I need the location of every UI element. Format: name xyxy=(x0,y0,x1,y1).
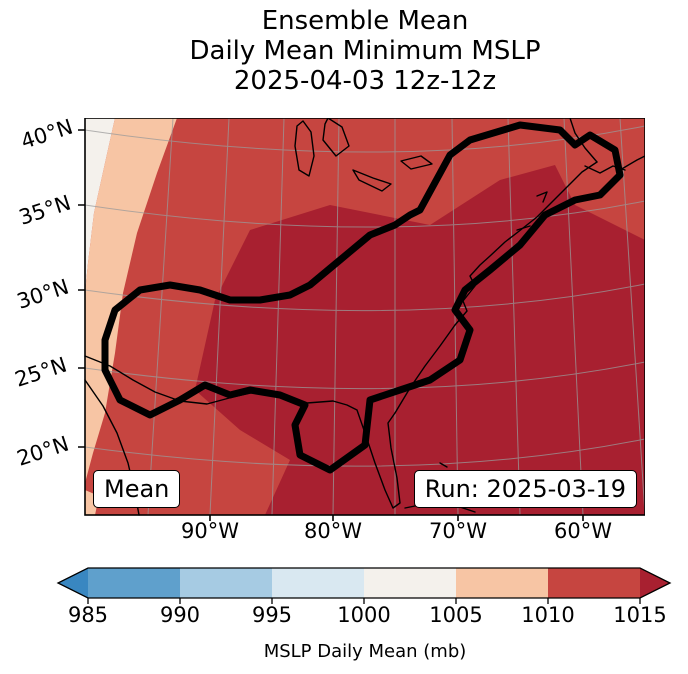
xtick-70w: 70°W xyxy=(429,519,487,543)
meridian-85w xyxy=(271,118,285,516)
parallel-40n xyxy=(84,125,645,153)
ytick-40n: 40°N xyxy=(17,114,76,154)
graticule xyxy=(84,118,645,516)
cape-cod xyxy=(536,191,548,203)
lake-ontario xyxy=(400,155,433,170)
xtick-80w: 80°W xyxy=(304,519,362,543)
ridge-contour xyxy=(101,121,624,474)
cbtick-985: 985 xyxy=(67,603,109,627)
title-line-1: Ensemble Mean xyxy=(261,6,469,36)
parallel-30n xyxy=(84,283,645,312)
cbtick-1015: 1015 xyxy=(613,603,667,627)
ytick-30n: 30°N xyxy=(13,274,72,314)
colorbar-seg-1005-1010 xyxy=(456,568,548,598)
ytick-35n: 35°N xyxy=(15,190,74,230)
colorbar-seg-985-990 xyxy=(88,568,180,598)
field-1005-1010 xyxy=(85,118,177,483)
meridian-55w xyxy=(619,118,645,516)
cbtick-1010: 1010 xyxy=(521,603,575,627)
meridian-95w xyxy=(147,118,174,516)
field-1000-1005 xyxy=(85,118,115,293)
lake-huron xyxy=(322,118,350,157)
lake-erie xyxy=(352,169,392,192)
y-ticks xyxy=(78,129,85,448)
parallel-35n xyxy=(84,200,645,228)
ytick-25n: 25°N xyxy=(11,352,70,392)
parallel-20n xyxy=(84,438,645,467)
axis-ticks xyxy=(78,129,584,521)
cbtick-990: 990 xyxy=(159,603,201,627)
xtick-60w: 60°W xyxy=(554,519,612,543)
cbtick-995: 995 xyxy=(251,603,293,627)
colorbar-ticks xyxy=(87,598,641,604)
colorbar-label: MSLP Daily Mean (mb) xyxy=(263,641,467,662)
colorbar-seg-995-1000 xyxy=(272,568,364,598)
cbtick-1000: 1000 xyxy=(337,603,391,627)
parallel-25n xyxy=(84,361,645,390)
coast-northeast xyxy=(619,155,645,171)
colorbar xyxy=(56,567,672,604)
meridian-80w xyxy=(332,118,340,516)
colorbar-over-arrow xyxy=(640,568,670,598)
colorbar-seg-1000-1005 xyxy=(364,568,456,598)
run-date-box: Run: 2025-03-19 xyxy=(413,470,637,508)
colorbar-under-arrow xyxy=(58,568,88,598)
meridian-70w xyxy=(451,118,459,516)
cbtick-1005: 1005 xyxy=(429,603,483,627)
meridian-60w xyxy=(563,118,584,516)
title-line-3: 2025-04-03 12z-12z xyxy=(233,66,497,96)
meridian-90w xyxy=(209,118,230,516)
field-over-1015 xyxy=(195,165,645,515)
title-line-2: Daily Mean Minimum MSLP xyxy=(189,36,541,66)
xtick-90w: 90°W xyxy=(181,519,239,543)
map-frame xyxy=(84,118,645,516)
ytick-20n: 20°N xyxy=(13,431,72,471)
meridian-65w xyxy=(507,118,521,516)
long-island xyxy=(516,225,531,231)
chart-title: Ensemble Mean Daily Mean Minimum MSLP 20… xyxy=(85,6,645,96)
x-ticks xyxy=(209,515,584,521)
colorbar-seg-1010-1015 xyxy=(548,568,640,598)
mean-label-box: Mean xyxy=(93,470,181,508)
lake-michigan xyxy=(294,120,315,177)
colorbar-seg-990-995 xyxy=(180,568,272,598)
map-canvas xyxy=(78,118,645,521)
